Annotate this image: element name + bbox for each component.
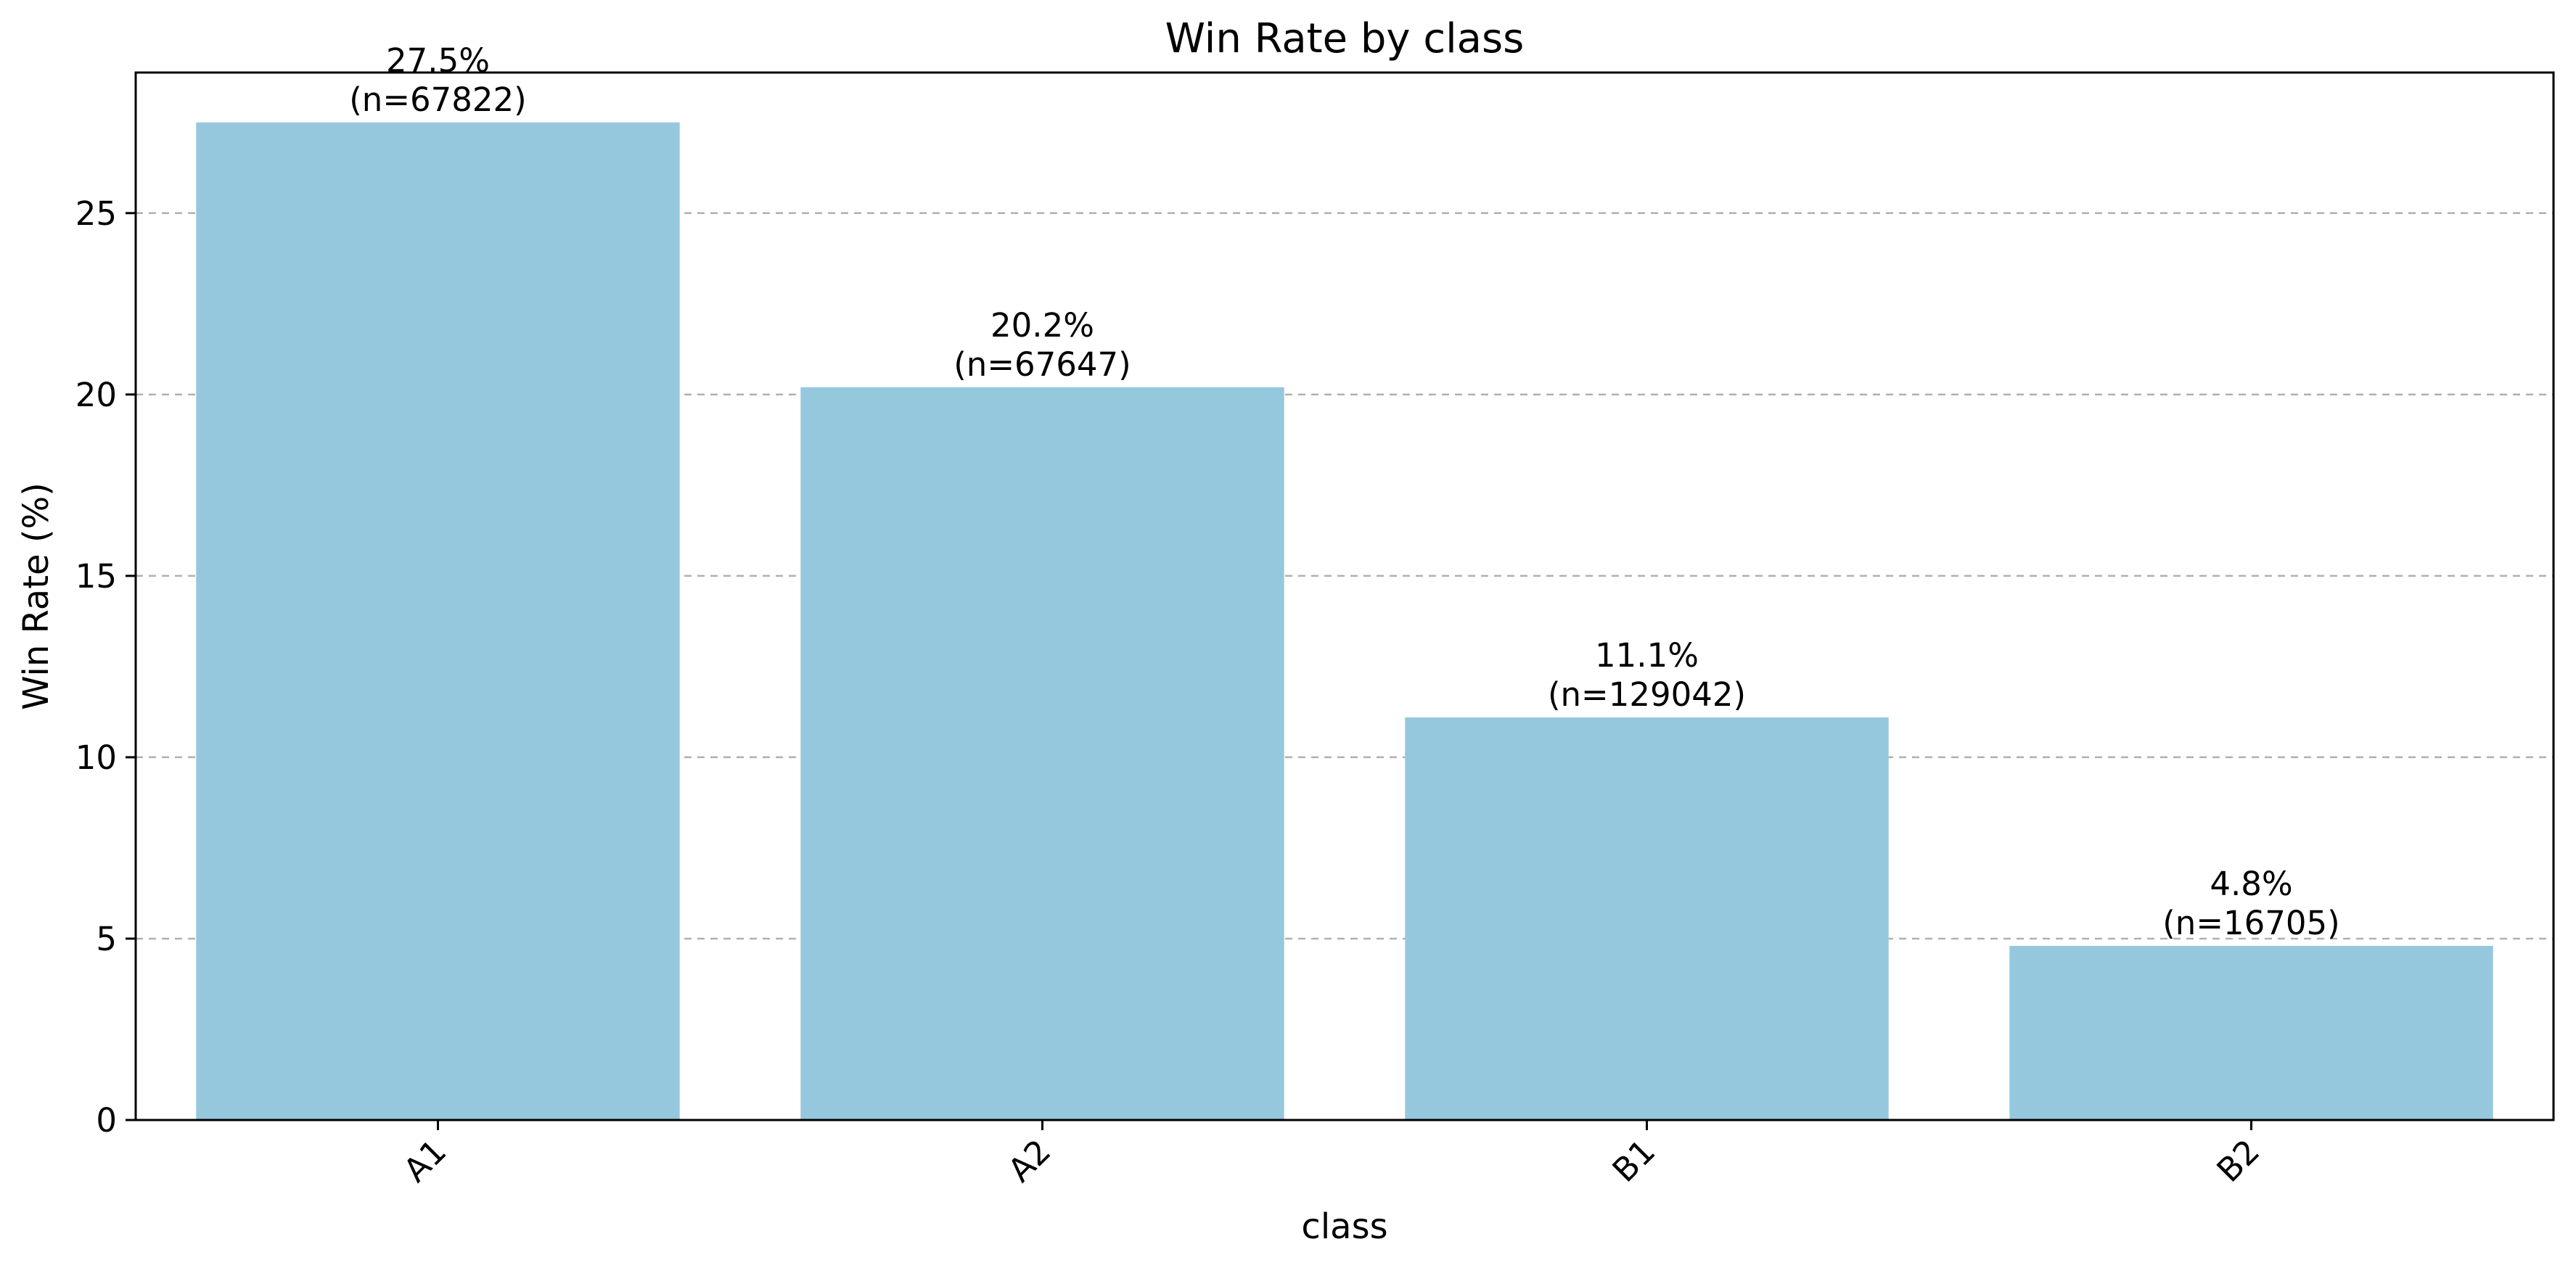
y-tick-label: 0 (96, 1101, 117, 1140)
data-label-value-B1: 11.1% (1595, 636, 1699, 675)
y-axis-ticks: 0 5 10 15 20 25 (75, 194, 136, 1140)
data-label-value-A1: 27.5% (386, 41, 490, 80)
plot-frame (134, 71, 2555, 1121)
bars (196, 122, 2493, 1120)
chart-title: Win Rate by class (1165, 15, 1525, 62)
data-label-count-B2: (n=16705) (2162, 904, 2340, 942)
data-label-count-A1: (n=67822) (349, 81, 527, 119)
y-tick-label: 25 (75, 194, 117, 233)
y-tick-label: 15 (75, 557, 117, 596)
data-label-count-A2: (n=67647) (953, 345, 1131, 384)
bar-B1 (1405, 717, 1889, 1120)
bar-B2 (2009, 945, 2493, 1120)
data-label-value-A2: 20.2% (990, 306, 1094, 345)
bar-A2 (800, 387, 1284, 1120)
y-tick-label: 5 (96, 920, 117, 958)
y-tick-label: 10 (75, 738, 117, 777)
gridlines (136, 212, 2554, 940)
data-label-value-B2: 4.8% (2210, 865, 2292, 903)
x-axis-label: class (1301, 1206, 1387, 1247)
bar-A1 (196, 122, 680, 1120)
data-label-count-B1: (n=129042) (1548, 675, 1746, 714)
y-tick-label: 20 (75, 376, 117, 414)
y-axis-label: Win Rate (%) (16, 482, 57, 710)
